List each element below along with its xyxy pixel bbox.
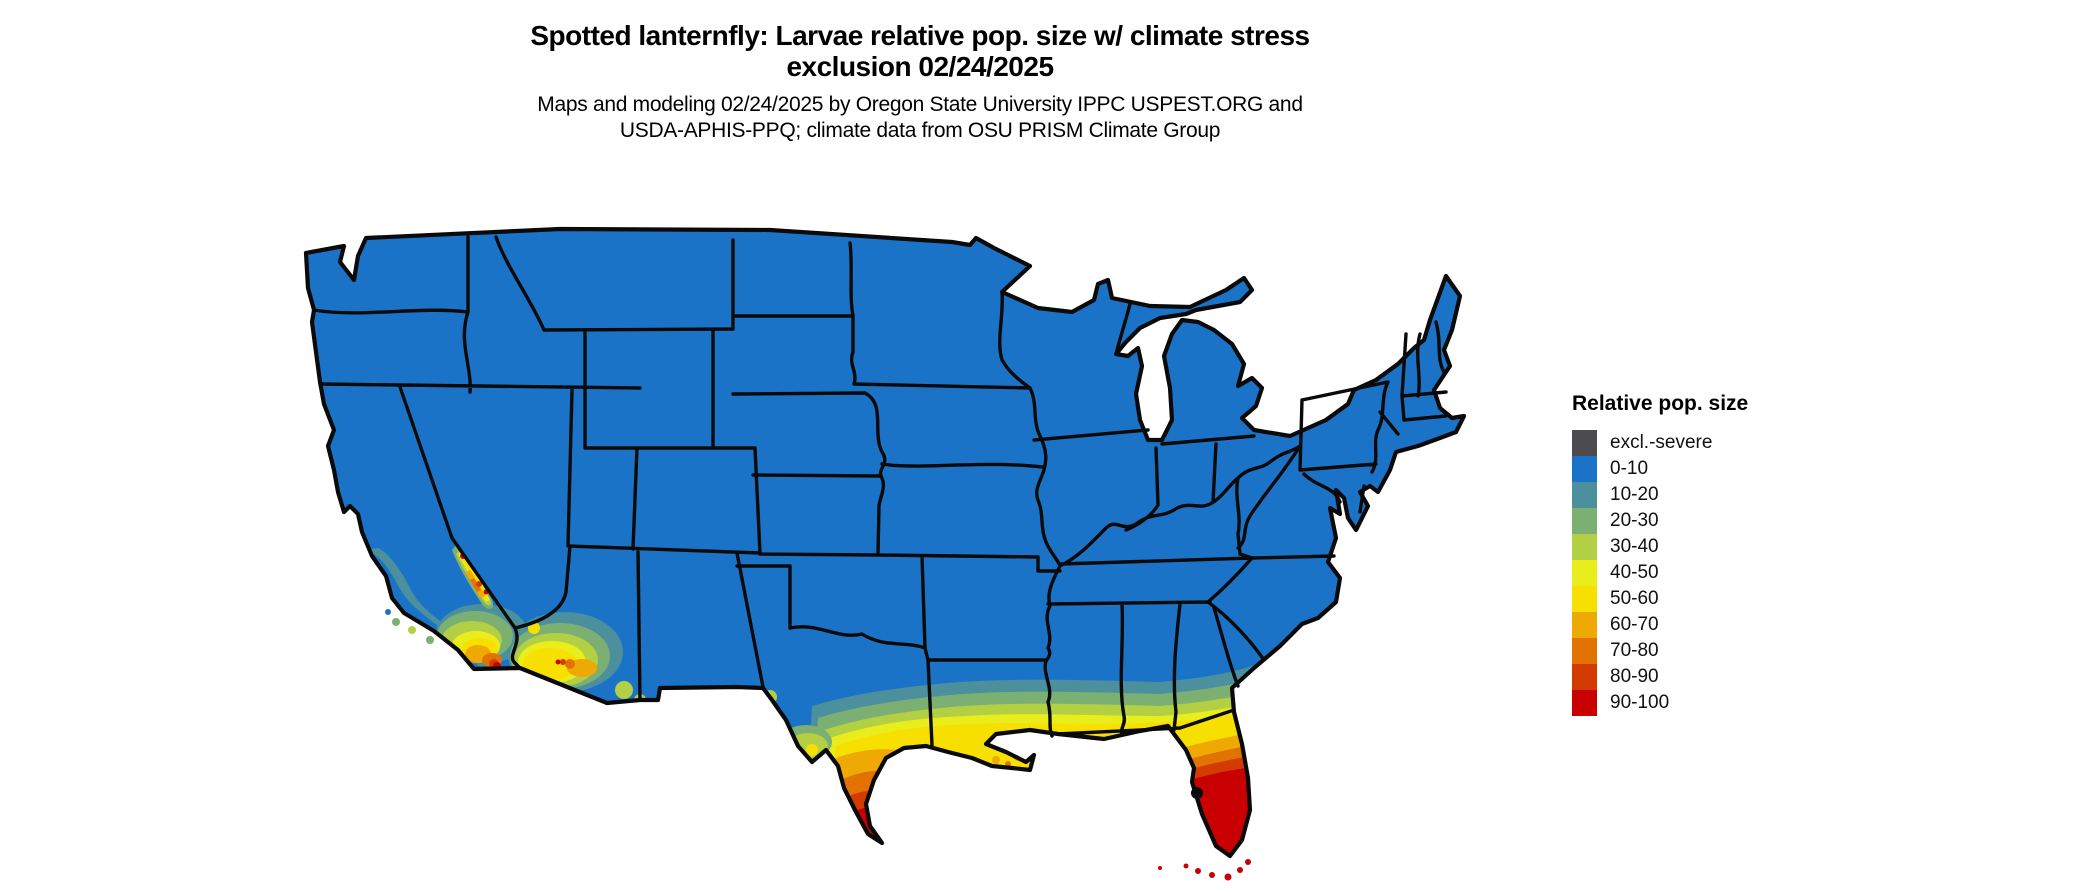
legend-label: 40-50 (1610, 562, 1659, 583)
az-70-80 (565, 659, 575, 669)
subtitle: Maps and modeling 02/24/2025 by Oregon S… (0, 92, 1840, 144)
deathvalley-70-80 (470, 578, 481, 592)
state-border-lines (312, 235, 1448, 747)
channel-island-3 (426, 636, 434, 644)
page-title: Spotted lanternfly: Larvae relative pop.… (0, 20, 1840, 82)
deathvalley-80-90 (476, 581, 482, 587)
az-se-30-40 (615, 681, 633, 699)
lake-okeechobee (1191, 787, 1203, 799)
legend-swatch-50-60 (1572, 586, 1597, 612)
legend-swatch-70-80 (1572, 638, 1597, 664)
az-50-60 (523, 648, 577, 680)
legend-label: 60-70 (1610, 614, 1659, 635)
legend-swatch-0-10 (1572, 456, 1597, 482)
channel-islands (385, 609, 434, 644)
subtitle-line-1: Maps and modeling 02/24/2025 by Oregon S… (537, 93, 1303, 116)
ca-coast-10-20 (366, 548, 500, 667)
keys-speck-1 (1183, 863, 1189, 869)
keys-speck-7 (1158, 866, 1162, 870)
legend-row: 80-90 (1572, 664, 1792, 690)
phoenix-90-100 (555, 659, 561, 665)
state-borders (306, 229, 1464, 856)
legend-row: 40-50 (1572, 560, 1792, 586)
florida-keys (1158, 859, 1251, 881)
phoenix-80-90 (560, 659, 566, 665)
title-line-2: exclusion 02/24/2025 (786, 51, 1054, 82)
keys-speck-6 (1245, 859, 1251, 865)
fl-band-90-100 (1184, 766, 1264, 856)
legend-swatch-60-70 (1572, 612, 1597, 638)
keys-speck-2 (1195, 868, 1201, 874)
legend-row: 20-30 (1572, 508, 1792, 534)
map-raster-layers (306, 229, 1464, 856)
legend-label: 0-10 (1610, 458, 1649, 479)
channel-island-1 (392, 618, 400, 626)
legend-swatch-30-40 (1572, 534, 1597, 560)
legend-label: 30-40 (1610, 536, 1659, 557)
legend-row: 0-10 (1572, 456, 1792, 482)
legend-label: 50-60 (1610, 588, 1659, 609)
la-delta-60-70-spot2 (992, 756, 1000, 764)
legend-label: 10-20 (1610, 484, 1659, 505)
legend-row: 50-60 (1572, 586, 1792, 612)
legend-swatch-10-20 (1572, 482, 1597, 508)
keys-speck-4 (1224, 873, 1232, 881)
legend-swatch-90-100 (1572, 690, 1597, 716)
title-line-1: Spotted lanternfly: Larvae relative pop.… (530, 20, 1310, 51)
legend-row: 10-20 (1572, 482, 1792, 508)
legend-row: 90-100 (1572, 690, 1792, 716)
legend: Relative pop. size excl.-severe 0-10 10-… (1572, 392, 1792, 716)
legend-label: excl.-severe (1610, 432, 1713, 453)
legend-swatch-40-50 (1572, 560, 1597, 586)
legend-row: excl.-severe (1572, 430, 1792, 456)
legend-row: 70-80 (1572, 638, 1792, 664)
legend-title: Relative pop. size (1572, 392, 1749, 415)
channel-island-2 (408, 626, 416, 634)
legend-row: 60-70 (1572, 612, 1792, 638)
legend-swatch-excl-severe (1572, 430, 1597, 456)
legend-label: 20-30 (1610, 510, 1659, 531)
bigbend-50-60 (806, 744, 818, 756)
legend-swatch-80-90 (1572, 664, 1597, 690)
channel-island-4 (385, 609, 391, 615)
keys-speck-3 (1209, 872, 1215, 878)
legend-swatch-20-30 (1572, 508, 1597, 534)
tx-band-70-80 (826, 770, 930, 856)
keys-speck-5 (1237, 867, 1243, 873)
subtitle-line-2: USDA-APHIS-PPQ; climate data from OSU PR… (619, 119, 1221, 142)
legend-label: 70-80 (1610, 640, 1659, 661)
legend-row: 30-40 (1572, 534, 1792, 560)
tx-band-90-100 (842, 805, 916, 856)
legend-rows: excl.-severe 0-10 10-20 20-30 30-40 40-5… (1572, 430, 1792, 716)
legend-label: 80-90 (1610, 666, 1659, 687)
legend-label: 90-100 (1610, 692, 1670, 713)
